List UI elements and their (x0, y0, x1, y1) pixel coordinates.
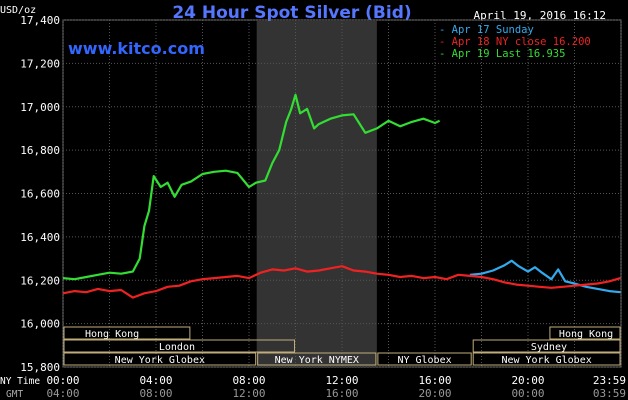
session-bar (549, 326, 621, 340)
session-bar (63, 339, 295, 353)
x-tick-label-ny: 04:00 (139, 374, 172, 387)
session-label: Hong Kong (85, 329, 139, 340)
session-bar (63, 326, 191, 340)
session-bar (472, 339, 621, 353)
y-tick-label: 15,800 (20, 361, 60, 374)
x-axis-ticks: 00:00 04:00 08:00 12:00 16:00 20:00 23:5904:00… (46, 374, 626, 400)
x-tick-label-ny: 23:59 (593, 374, 626, 387)
x-tick-label-ny: 12:00 (325, 374, 358, 387)
x-tick-label-gmt: 08:00 (139, 387, 172, 400)
chart-title: 24 Hour Spot Silver (Bid) (172, 3, 411, 23)
legend-entry: - Apr 17 Sunday (439, 24, 534, 36)
y-tick-label: 16,200 (20, 274, 60, 287)
y-axis-unit: USD/oz (0, 5, 36, 16)
x-tick-label-gmt: 03:59 (593, 387, 626, 400)
legend-entry: - Apr 18 NY close 16.200 (439, 36, 591, 48)
y-axis-ticks: 17,400 17,200 17,000 16,800 16,600 16,400 16,2… (20, 14, 60, 374)
y-tick-label: 17,200 (20, 57, 60, 70)
y-tick-label: 16,400 (20, 231, 60, 244)
x-axis-ny-time-label: NY Time (0, 376, 40, 387)
x-tick-label-gmt: 12:00 (232, 387, 265, 400)
market-session-bars: Hong Kong Hong Kong London Sydney New York G… (63, 326, 621, 366)
y-tick-label: 16,000 (20, 318, 60, 331)
ny-trading-hours-band (256, 21, 377, 367)
x-tick-label-gmt: 20:00 (418, 387, 451, 400)
legend: - Apr 17 Sunday- Apr 18 NY close 16.200-… (439, 24, 591, 60)
session-bar (257, 352, 377, 366)
session-bar (63, 352, 257, 366)
y-tick-label: 16,800 (20, 144, 60, 157)
x-axis-gmt-label: GMT (6, 389, 23, 400)
x-tick-label-ny: 00:00 (46, 374, 79, 387)
x-tick-label-ny: 16:00 (418, 374, 451, 387)
x-tick-label-ny: 08:00 (232, 374, 265, 387)
session-bar (472, 352, 621, 366)
x-tick-label-gmt: 16:00 (325, 387, 358, 400)
session-bar (377, 352, 472, 366)
session-label: Sydney (531, 342, 567, 353)
session-label: New York NYMEX (275, 355, 359, 366)
session-label: London (159, 342, 195, 353)
series-line-3 (62, 93, 441, 281)
series-line-1 (469, 259, 621, 294)
session-label: New York Globex (501, 355, 591, 366)
y-tick-label: 17,400 (20, 14, 60, 27)
plot-area: 17,400 17,200 17,000 16,800 16,600 16,400 16,2… (20, 14, 622, 374)
price-series (62, 93, 621, 299)
site-watermark: www.kitco.com (68, 39, 205, 58)
y-tick-label: 17,000 (20, 101, 60, 114)
x-tick-label-gmt: 00:00 (511, 387, 544, 400)
series-line-2 (62, 265, 621, 299)
grid-lines (62, 19, 622, 368)
session-label: Hong Kong (559, 329, 613, 340)
x-axis: NY Time GMT 00:00 04:00 08:00 12:00 16:00 20:… (0, 374, 626, 400)
y-tick-label: 16,600 (20, 188, 60, 201)
legend-entry: - Apr 19 Last 16.935 (439, 48, 565, 60)
chart-date: April 19, 2016 16:12 (474, 9, 606, 22)
session-label: NY Globex (397, 355, 451, 366)
session-label: New York Globex (115, 355, 205, 366)
x-tick-label-gmt: 04:00 (46, 387, 79, 400)
x-tick-label-ny: 20:00 (511, 374, 544, 387)
